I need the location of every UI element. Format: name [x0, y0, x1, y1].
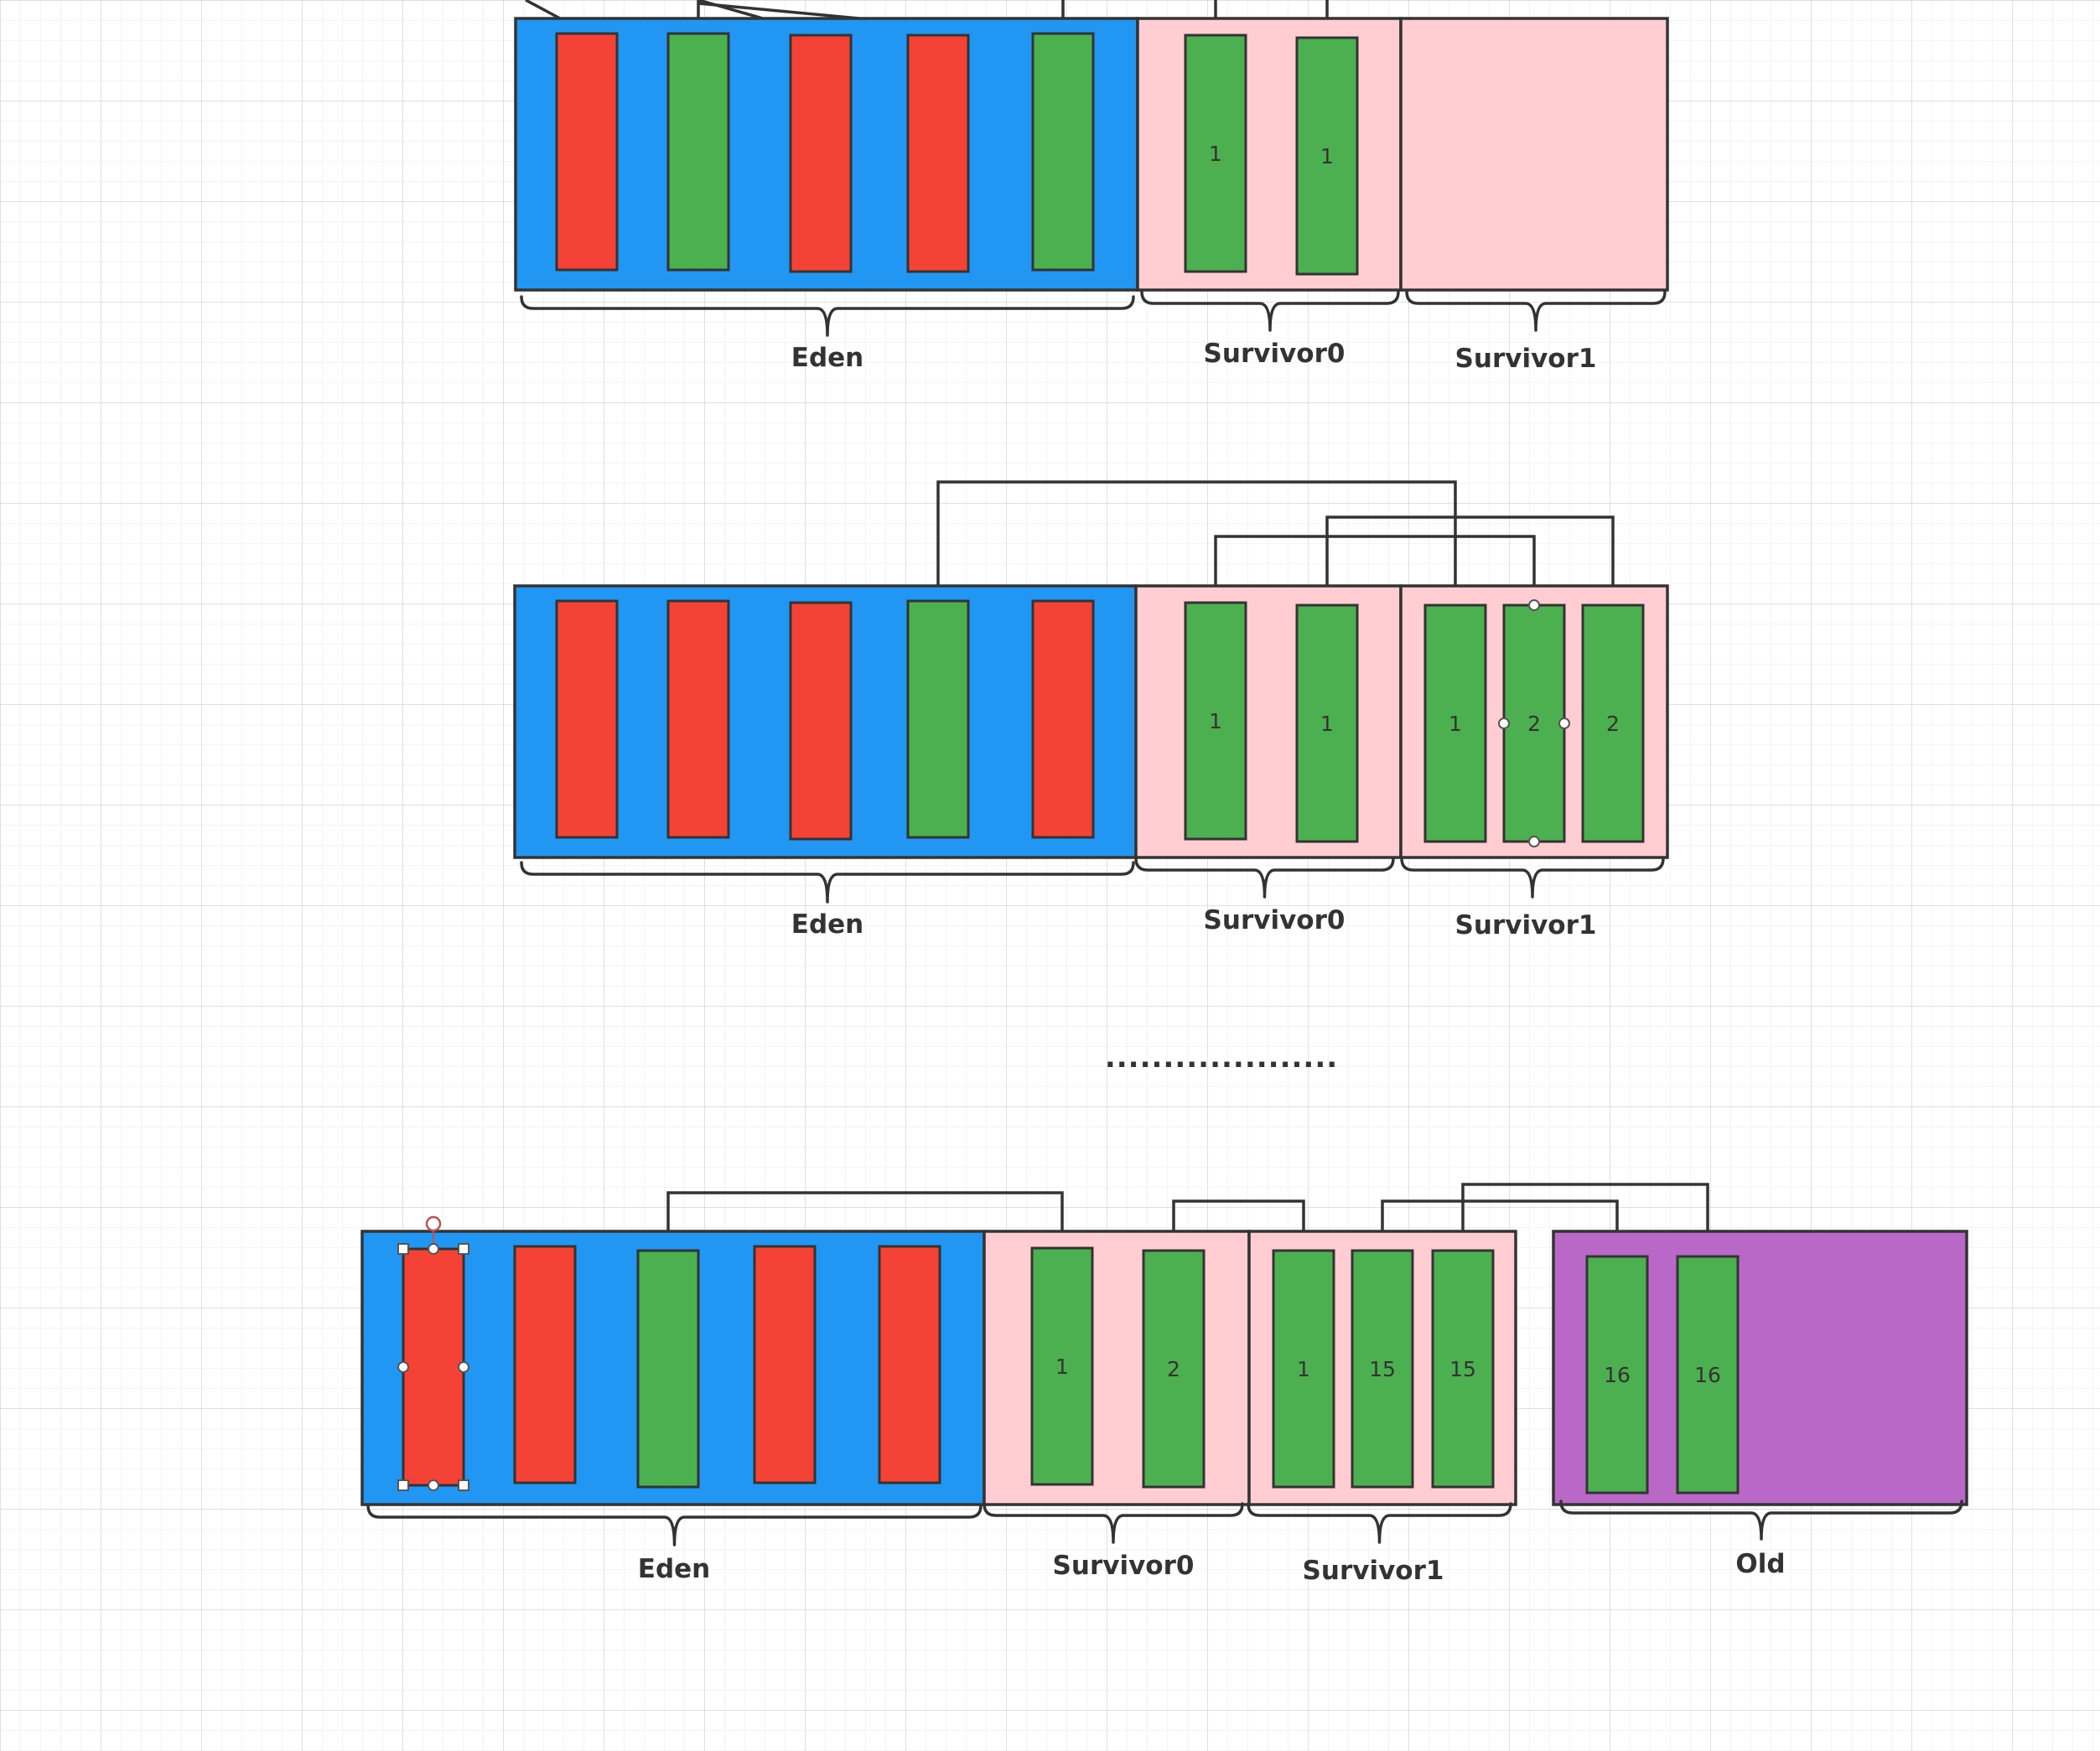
live-object-block[interactable] — [1295, 36, 1359, 276]
heap-stage-2: 1 1 1 2 2 — [513, 584, 1669, 859]
live-object-block[interactable] — [1676, 1255, 1740, 1495]
survivor0-label: Survivor0 — [1204, 339, 1346, 369]
live-object-block[interactable] — [1581, 604, 1645, 843]
connection-point-handle[interactable] — [1528, 836, 1540, 847]
selection-handles[interactable] — [397, 599, 1570, 1491]
object-age-label: 15 — [1369, 1357, 1396, 1381]
object-age-label: 1 — [1320, 712, 1334, 736]
resize-corner-handle[interactable] — [458, 1243, 469, 1255]
survivor0-label: Survivor0 — [1204, 905, 1346, 935]
object-age-label: 1 — [1320, 144, 1334, 168]
survivor1-brace — [1247, 1502, 1512, 1544]
rotate-handle[interactable] — [425, 1215, 442, 1232]
promotion-arrow — [1214, 535, 1542, 606]
survivor1-brace — [1405, 290, 1667, 332]
survivor0-brace — [1140, 290, 1400, 332]
live-object-block[interactable] — [1431, 1249, 1495, 1489]
live-object-block[interactable] — [1295, 604, 1359, 843]
promotion-arrow — [666, 1191, 1070, 1251]
live-object-block[interactable] — [1351, 1249, 1414, 1489]
eden-label: Eden — [791, 343, 863, 373]
live-object-block[interactable] — [1272, 1249, 1335, 1489]
resize-edge-handle[interactable] — [397, 1361, 409, 1373]
object-age-label: 1 — [1209, 142, 1222, 166]
object-age-label: 16 — [1694, 1363, 1721, 1387]
object-age-label: 15 — [1449, 1357, 1476, 1381]
garbage-object-block[interactable] — [878, 1245, 941, 1484]
eden-label: Eden — [638, 1554, 710, 1584]
survivor1-label: Survivor1 — [1455, 910, 1597, 940]
object-age-label: 2 — [1606, 712, 1620, 736]
promotion-arrow — [697, 2, 860, 20]
live-object-block[interactable] — [1031, 32, 1095, 272]
eden-brace — [366, 1504, 983, 1546]
connection-point-handle[interactable] — [1498, 717, 1510, 729]
live-object-block[interactable] — [666, 32, 730, 272]
survivor0-region[interactable] — [983, 1230, 1251, 1506]
garbage-object-block[interactable] — [753, 1245, 817, 1484]
heap-stage-3: 1 2 1 15 15 16 16 — [360, 1230, 1968, 1506]
promotion-arrow — [525, 0, 561, 20]
regions-layer: 1 11 1 1 2 21 2 1 15 15 16 16 — [360, 17, 1968, 1506]
old-label: Old — [1735, 1549, 1785, 1579]
object-age-label: 2 — [1527, 712, 1541, 736]
garbage-object-block[interactable] — [789, 34, 853, 273]
ellipsis-separator: .................... — [1105, 1041, 1338, 1075]
survivor1-region[interactable] — [1399, 17, 1669, 292]
eden-label: Eden — [791, 909, 863, 940]
live-object-block[interactable] — [1030, 1246, 1094, 1486]
object-age-label: 16 — [1604, 1363, 1631, 1387]
survivor1-label: Survivor1 — [1303, 1556, 1444, 1586]
promotion-arrow — [1461, 1183, 1715, 1257]
old-brace — [1559, 1500, 1963, 1541]
survivor0-brace — [1134, 857, 1395, 899]
object-age-label: 1 — [1297, 1357, 1310, 1381]
garbage-object-block[interactable] — [402, 1247, 465, 1487]
live-object-block[interactable] — [1585, 1255, 1649, 1495]
resize-edge-handle[interactable] — [458, 1361, 469, 1373]
promotion-arrow — [936, 480, 1463, 606]
eden-brace — [520, 295, 1135, 337]
garbage-object-block[interactable] — [513, 1245, 577, 1484]
survivor1-brace — [1400, 857, 1665, 899]
promotion-arrow — [1381, 1199, 1625, 1257]
resize-edge-handle[interactable] — [428, 1479, 439, 1491]
survivor0-region[interactable] — [1134, 584, 1403, 859]
connector-layer — [525, 0, 1715, 1257]
live-object-block[interactable] — [906, 599, 970, 839]
garbage-object-block[interactable] — [1031, 599, 1095, 839]
garbage-object-block[interactable] — [789, 601, 853, 841]
live-object-block[interactable] — [1184, 34, 1247, 273]
garbage-object-block[interactable] — [555, 32, 619, 272]
resize-corner-handle[interactable] — [458, 1479, 469, 1491]
object-age-label: 1 — [1449, 712, 1462, 736]
connection-point-handle[interactable] — [1528, 599, 1540, 611]
garbage-object-block[interactable] — [906, 34, 970, 273]
survivor0-region[interactable] — [1136, 17, 1403, 292]
survivor1-label: Survivor1 — [1455, 344, 1597, 374]
labels-layer: Eden Survivor0 Survivor1 Eden Survivor0 Survi… — [366, 290, 1963, 1586]
eden-brace — [520, 861, 1135, 904]
promotion-arrow — [1166, 1199, 1305, 1251]
live-object-block[interactable] — [1184, 601, 1247, 841]
promotion-arrow — [1325, 515, 1620, 606]
live-object-block[interactable] — [1423, 604, 1487, 843]
live-object-block[interactable] — [636, 1249, 700, 1489]
resize-corner-handle[interactable] — [397, 1479, 409, 1491]
garbage-object-block[interactable] — [666, 599, 730, 839]
resize-corner-handle[interactable] — [397, 1243, 409, 1255]
live-object-block[interactable] — [1142, 1249, 1206, 1489]
object-age-label: 1 — [1055, 1355, 1069, 1379]
garbage-object-block[interactable] — [555, 599, 619, 839]
connection-point-handle[interactable] — [1558, 717, 1570, 729]
object-age-label: 2 — [1167, 1357, 1180, 1381]
survivor0-brace — [983, 1502, 1244, 1544]
object-age-label: 1 — [1209, 709, 1222, 733]
survivor0-label: Survivor0 — [1053, 1551, 1195, 1581]
resize-edge-handle[interactable] — [428, 1243, 439, 1255]
